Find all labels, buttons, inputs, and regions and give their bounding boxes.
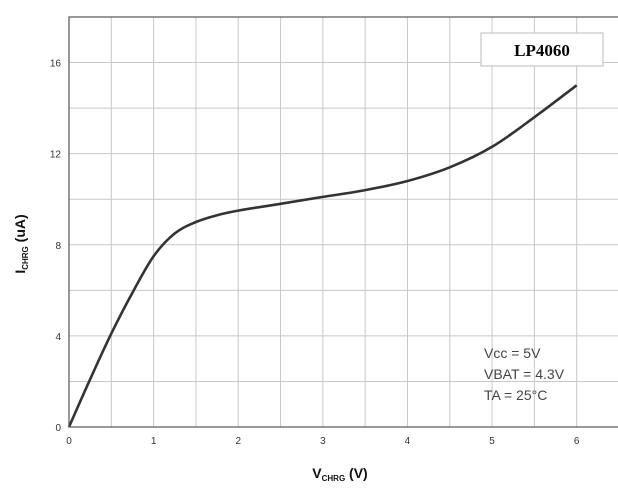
note-ta: TA = 25°C [484, 387, 547, 403]
y-tick-label: 0 [55, 423, 61, 434]
x-tick-label: 1 [151, 436, 157, 447]
x-tick-label: 4 [405, 436, 411, 447]
plot-frame [68, 16, 618, 428]
x-tick-labels: 0 1 2 3 4 5 6 [66, 436, 580, 447]
x-tick-label: 2 [235, 436, 241, 447]
x-axis-title: VCHRG (V) [312, 465, 367, 483]
i-chrg-curve [67, 84, 578, 428]
part-number-box: LP4060 [480, 32, 604, 67]
part-number: LP4060 [514, 41, 570, 60]
horizontal-gridlines [69, 62, 618, 382]
x-tick-label: 6 [574, 436, 580, 447]
y-tick-label: 8 [55, 241, 61, 252]
x-tick-label: 5 [489, 436, 495, 447]
y-tick-label: 16 [50, 59, 62, 70]
y-axis-title: ICHRG (uA) [12, 214, 30, 273]
note-vcc: Vcc = 5V [484, 345, 541, 361]
note-vbat: VBAT = 4.3V [484, 366, 565, 382]
y-tick-label: 12 [50, 150, 62, 161]
x-tick-label: 0 [66, 436, 72, 447]
y-tick-label: 4 [55, 332, 61, 343]
condition-notes: Vcc = 5V VBAT = 4.3V TA = 25°C [484, 345, 565, 403]
x-tick-label: 3 [320, 436, 326, 447]
y-tick-labels: 0 4 8 12 16 [50, 59, 62, 434]
